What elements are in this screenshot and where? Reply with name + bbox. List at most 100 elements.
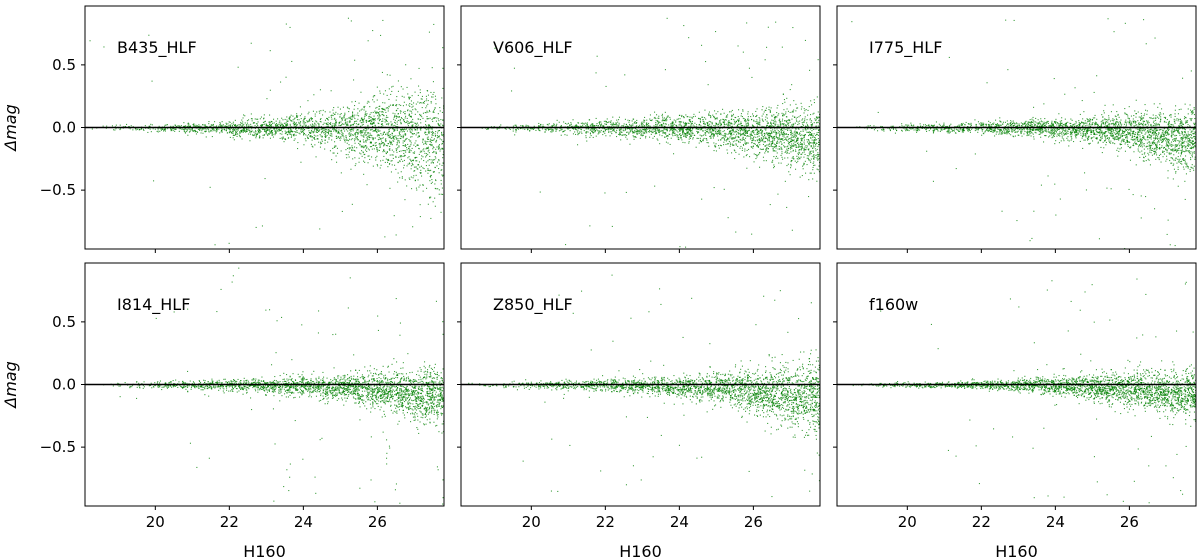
panel-title: B435_HLF [117,38,197,58]
scatter-point [390,143,392,145]
scatter-point [422,184,424,186]
scatter-point [367,128,369,130]
scatter-point [743,139,745,141]
scatter-point [786,206,788,208]
scatter-point [772,142,774,144]
scatter-point [299,115,301,117]
scatter-point [714,130,716,132]
scatter-point [770,130,772,132]
scatter-point [637,130,639,132]
scatter-point [652,132,654,134]
scatter-point [329,123,331,125]
scatter-point [313,134,315,136]
scatter-point [761,115,763,117]
scatter-point [785,137,787,139]
scatter-point [311,128,313,130]
scatter-point [749,135,751,137]
scatter-point [218,128,220,130]
scatter-point [355,123,357,125]
scatter-point [171,128,173,130]
scatter-point [289,131,291,133]
scatter-point [596,129,598,131]
scatter-point [735,151,737,153]
scatter-point [631,120,633,122]
scatter-point [700,141,702,143]
scatter-point [434,183,436,185]
scatter-point [706,123,708,125]
scatter-point [370,122,372,124]
scatter-point [389,104,391,106]
scatter-point [416,168,418,170]
scatter-point [255,130,257,132]
scatter-point [376,148,378,150]
scatter-point [403,96,405,98]
scatter-point [660,130,662,132]
scatter-point [361,124,363,126]
scatter-point [624,129,626,131]
scatter-point [378,143,380,145]
scatter-point [376,129,378,131]
scatter-point [399,161,401,163]
scatter-point [383,149,385,151]
scatter-point [415,146,417,148]
scatter-point [413,102,415,104]
scatter-point [761,130,763,132]
scatter-point [630,130,632,132]
scatter-point [756,108,758,110]
scatter-point [366,139,368,141]
scatter-point [391,134,393,136]
scatter-point [775,136,777,138]
scatter-point [415,140,417,142]
scatter-point [776,145,778,147]
scatter-point [620,128,622,130]
scatter-point [391,90,393,92]
scatter-point [658,122,660,124]
scatter-point [814,118,816,120]
scatter-point [713,187,715,189]
scatter-point [684,133,686,135]
scatter-point [605,128,607,130]
scatter-point [775,116,777,118]
scatter-point [170,125,172,127]
scatter-point [602,128,604,130]
scatter-point [804,120,806,122]
scatter-point [622,134,624,136]
scatter-point [195,133,197,135]
scatter-point [303,133,305,135]
scatter-point [592,124,594,126]
scatter-point [575,124,577,126]
scatter-point [436,134,438,136]
scatter-point [435,151,437,153]
scatter-point [360,119,362,121]
scatter-point [187,123,189,125]
scatter-point [605,120,607,122]
scatter-point [379,92,381,94]
scatter-point [324,135,326,137]
scatter-point [320,126,322,128]
scatter-point [591,125,593,127]
scatter-point [366,138,368,140]
scatter-point [343,127,345,129]
scatter-point [775,21,777,23]
scatter-point [810,114,812,116]
scatter-point [791,139,793,141]
scatter-point [354,165,356,167]
scatter-point [418,118,420,120]
scatter-point [428,164,430,166]
scatter-point [393,116,395,118]
scatter-point [654,185,656,187]
scatter-point [196,125,198,127]
scatter-point [327,123,329,125]
scatter-point [371,146,373,148]
scatter-point [778,132,780,134]
scatter-point [307,100,309,102]
scatter-point [379,142,381,144]
scatter-point [757,123,759,125]
scatter-point [296,116,298,118]
scatter-point [305,122,307,124]
scatter-point [790,137,792,139]
scatter-point [335,111,337,113]
scatter-point [360,122,362,124]
scatter-point [639,130,641,132]
scatter-point [420,102,422,104]
